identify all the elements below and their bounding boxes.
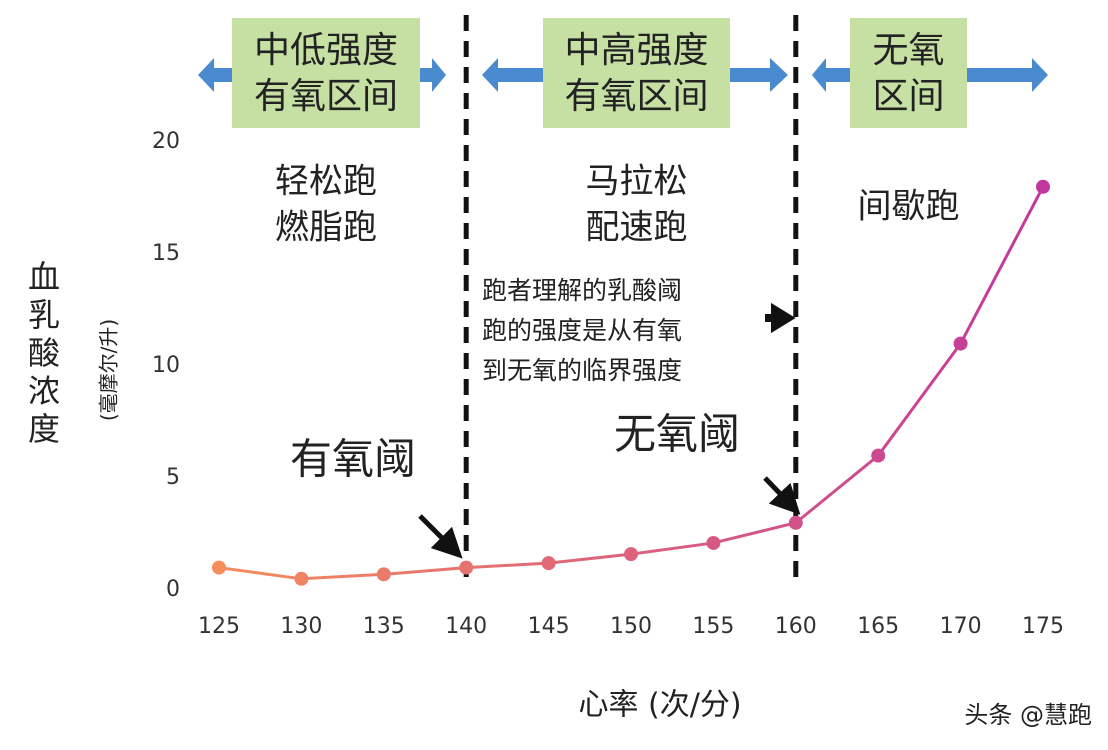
zone-activity: 配速跑	[586, 208, 688, 248]
zone-arrows	[198, 58, 1048, 92]
x-tick-label: 140	[445, 614, 487, 639]
zone-activity: 间歇跑	[858, 187, 960, 227]
y-tick-label: 10	[152, 353, 180, 378]
point	[871, 448, 886, 463]
point	[541, 556, 556, 571]
y-axis-unit: (毫摩尔/升)	[97, 319, 121, 421]
y-tick-label: 5	[166, 465, 180, 490]
point	[294, 571, 309, 586]
y-axis-label: 血乳酸浓度	[23, 260, 61, 450]
note: 到无氧的临界强度	[482, 356, 682, 385]
point	[624, 547, 638, 562]
y-tick-label: 20	[152, 129, 180, 154]
point	[212, 560, 226, 575]
point	[459, 560, 474, 575]
y-tick-label: 0	[166, 577, 180, 602]
zone-activity: 轻松跑	[275, 162, 377, 202]
x-tick-label: 150	[610, 614, 652, 639]
point	[376, 567, 391, 582]
zone-box	[543, 18, 730, 128]
x-tick-label: 175	[1022, 614, 1064, 639]
x-tick-label: 145	[528, 614, 570, 639]
x-tick-label: 155	[692, 614, 734, 639]
threshold-label: 有氧阈	[290, 435, 416, 484]
point	[953, 336, 968, 351]
note-arrow	[765, 302, 796, 334]
zone-activity: 燃脂跑	[275, 208, 377, 248]
threshold-label: 无氧阈	[614, 410, 740, 459]
note: 跑的强度是从有氧	[482, 316, 682, 345]
zone-label: 无氧	[872, 30, 944, 71]
zone-label: 区间	[872, 76, 944, 117]
zone-box	[850, 18, 967, 128]
zone-label: 中低强度	[254, 30, 398, 71]
zone-activity: 马拉松	[586, 162, 688, 202]
x-tick-label: 135	[363, 614, 405, 639]
x-tick-label: 170	[940, 614, 982, 639]
note: 跑者理解的乳酸阈	[482, 276, 682, 305]
zone-label: 有氧区间	[254, 76, 398, 117]
x-tick-label: 130	[280, 614, 322, 639]
x-tick-label: 160	[775, 614, 817, 639]
y-tick-label: 15	[152, 241, 180, 266]
zone-label: 中高强度	[564, 30, 708, 71]
x-axis-label: 心率 (次/分)	[578, 688, 741, 723]
point	[1036, 179, 1050, 194]
zone-label: 有氧区间	[564, 76, 708, 117]
point	[706, 535, 721, 550]
x-tick-label: 125	[198, 614, 240, 639]
point	[788, 515, 803, 530]
watermark: 头条 @慧跑	[964, 701, 1092, 729]
arrow	[763, 476, 801, 515]
x-tick-label: 165	[857, 614, 899, 639]
zone-box	[232, 18, 420, 128]
arrow	[418, 514, 463, 559]
